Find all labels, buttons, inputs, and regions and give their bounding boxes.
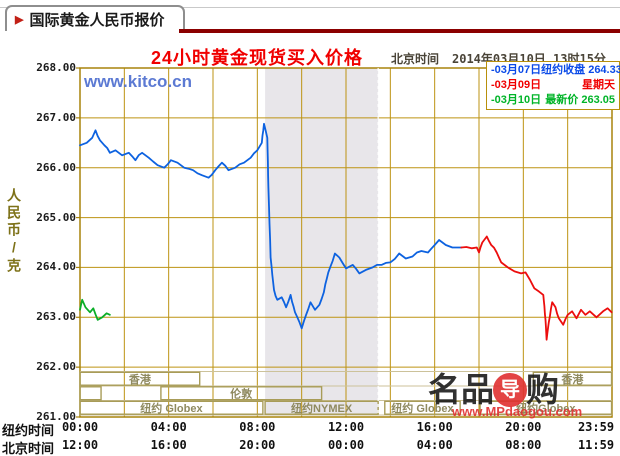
- legend-value: 纽约收盘 264.33: [541, 64, 620, 76]
- ny-time-tick-label: 08:00: [239, 420, 276, 434]
- legend-value: 星期天: [582, 79, 615, 91]
- legend-date: -03月09日: [491, 79, 542, 91]
- legend-date: -03月07日: [491, 64, 542, 76]
- ny-time-tick-label: 04:00: [150, 420, 187, 434]
- session-label: 纽约 Globex: [391, 401, 454, 415]
- bj-time-tick-label: 16:00: [150, 438, 187, 452]
- tab-label: 国际黄金人民币报价: [29, 11, 165, 29]
- legend-date: -03月10日: [491, 94, 542, 106]
- legend-row: -03月10日 最新价 263.05: [491, 93, 615, 108]
- chart-title: 24小时黄金现货买入价格: [151, 48, 364, 68]
- y-axis-label: 261.00: [36, 410, 76, 423]
- session-box: [79, 371, 201, 386]
- legend-row: -03月07日 纽约收盘 264.33: [491, 63, 620, 78]
- session-label: 纽约NYMEX: [291, 401, 353, 415]
- y-axis-label: 263.00: [36, 310, 76, 324]
- y-axis-label: 264.00: [36, 260, 76, 274]
- session-box: [384, 400, 461, 415]
- session-label: 香港: [560, 372, 584, 386]
- chart-legend: -03月07日 纽约收盘 264.33 -03月09日 星期天 -03月10日 最新价 2…: [486, 61, 620, 110]
- session-label: 香港: [128, 372, 152, 386]
- y-axis-label: 262.00: [36, 360, 76, 374]
- session-box: [532, 371, 613, 386]
- legend-value: 最新价 263.05: [545, 94, 615, 106]
- session-box: [79, 400, 264, 415]
- session-box: [479, 400, 613, 415]
- tab-arrow-icon: ▶: [15, 13, 24, 26]
- session-label: 伦敦: [230, 386, 253, 400]
- y-axis-title: 人民币/克: [6, 188, 22, 275]
- tab-underline-bar: [179, 29, 620, 33]
- y-axis-label: 268.00: [36, 61, 76, 74]
- bj-time-tick-label: 20:00: [239, 438, 276, 452]
- plot-border: [79, 67, 613, 418]
- logo-text-right: 购: [526, 371, 559, 408]
- ny-time-tick-label: 20:00: [505, 420, 542, 434]
- bj-time-row-label: 北京时间: [2, 441, 55, 456]
- ny-time-tick-label: 23:59: [577, 420, 615, 434]
- kitco-watermark: www.kitco.cn: [84, 72, 193, 91]
- y-axis-label: 265.00: [36, 210, 76, 224]
- ny-time-tick-label: 16:00: [416, 420, 453, 434]
- y-axis-label: 266.00: [36, 160, 76, 174]
- tab-international-gold-rmb[interactable]: ▶ 国际黄金人民币报价: [5, 5, 185, 31]
- bj-time-tick-label: 11:59: [577, 438, 615, 452]
- logo-text-left: 名品: [428, 371, 494, 408]
- nymex-session-band: [265, 68, 379, 415]
- bj-time-tick-label: 12:00: [61, 438, 99, 452]
- bj-time-tick-label: 00:00: [327, 438, 365, 452]
- mpdaogou-logo: 名品 导 购: [428, 372, 559, 408]
- ny-time-row-label: 纽约时间: [2, 423, 55, 438]
- price-line-series-1: [460, 235, 613, 341]
- session-box: [79, 386, 102, 401]
- session-box: [264, 400, 379, 415]
- top-divider: [0, 7, 620, 8]
- bj-time-tick-label: 08:00: [505, 438, 542, 452]
- bj-time-tick-label: 04:00: [416, 438, 453, 452]
- session-label: 纽约Globex: [516, 401, 576, 415]
- mpdaogou-url: www.MPdaogou.com: [452, 404, 583, 419]
- ny-time-tick-label: 12:00: [327, 420, 365, 434]
- legend-row: -03月09日 星期天: [491, 78, 615, 93]
- session-label: 纽约 Globex: [140, 401, 203, 415]
- beijing-time-label: 北京时间: [391, 52, 440, 66]
- y-axis-label: 267.00: [36, 110, 76, 124]
- price-line-series-0: [79, 122, 463, 330]
- price-line-series-2: [79, 298, 111, 321]
- logo-circle-icon: 导: [493, 373, 527, 407]
- session-box: [160, 386, 323, 401]
- ny-time-tick-label: 00:00: [61, 420, 99, 434]
